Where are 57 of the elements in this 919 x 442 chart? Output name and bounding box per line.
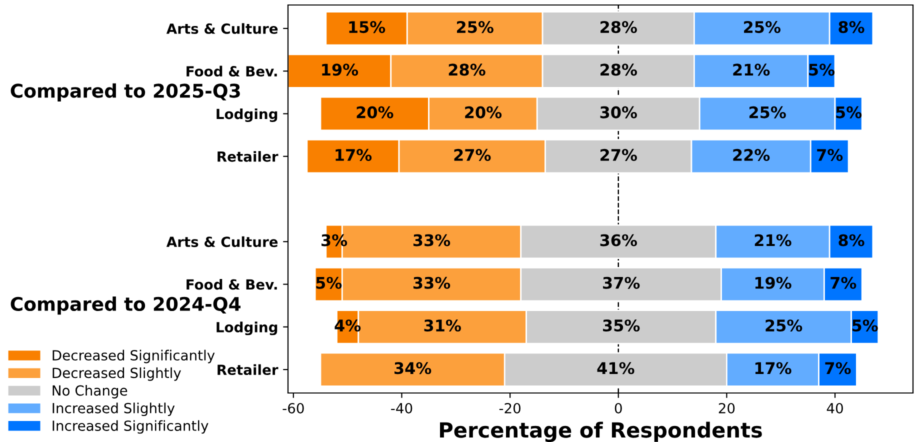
data-label: 8% [838, 21, 864, 34]
data-label: 19% [322, 64, 358, 76]
data-label: 20% [356, 106, 394, 118]
y-tick-label: Arts & Culture [166, 236, 278, 248]
y-tick-label: Retailer [218, 364, 278, 376]
data-label: 28% [448, 64, 486, 76]
data-label: 37% [603, 276, 640, 289]
x-tick-label: -20 [499, 402, 520, 414]
data-label: 28% [600, 64, 637, 76]
y-tick-label: Arts & Culture [166, 23, 278, 34]
data-label: 15% [349, 21, 386, 34]
data-label: 7% [825, 362, 851, 374]
data-label: 5% [836, 106, 862, 118]
data-label: 28% [600, 21, 637, 34]
y-tick-label: Food & Bev. [186, 279, 277, 290]
data-label: 25% [456, 21, 494, 34]
legend-label: Increased Slightly [52, 402, 175, 416]
x-tick-label: -60 [282, 402, 304, 414]
data-label: 41% [597, 362, 634, 374]
y-tick-label: Lodging [216, 108, 278, 122]
data-label: 7% [830, 276, 856, 289]
x-tick-label: 40 [826, 402, 843, 414]
x-axis-title: Percentage of Respondents [440, 422, 762, 442]
data-label: 30% [600, 106, 637, 118]
data-label: 20% [465, 106, 502, 118]
x-tick-label: 20 [718, 402, 735, 414]
data-label: 8% [838, 234, 864, 246]
data-label: 25% [744, 21, 780, 34]
text: Compared to 2024-Q4 [10, 296, 241, 315]
data-label: 27% [454, 148, 491, 161]
y-tick-label: Lodging [216, 322, 278, 336]
data-label: 25% [749, 106, 786, 118]
data-label: 35% [603, 319, 640, 332]
x-tick-label: -40 [391, 402, 412, 414]
x-tick-label: 0 [614, 402, 622, 414]
legend-label: Increased Significantly [52, 420, 208, 434]
data-label: 17% [755, 362, 792, 374]
data-label: 21% [754, 234, 792, 246]
data-label: 5% [809, 64, 835, 76]
data-label: 21% [733, 64, 770, 76]
legend-label: No Change [52, 385, 128, 398]
data-label: 17% [336, 148, 372, 161]
data-label: 33% [413, 276, 450, 289]
data-label: 27% [600, 148, 637, 161]
data-label: 7% [817, 148, 843, 161]
data-label: 33% [413, 234, 450, 246]
data-label: 31% [424, 319, 461, 332]
y-tick-label: Food & Bev. [186, 66, 277, 77]
data-label: 34% [394, 362, 432, 374]
legend-label: Decreased Slightly [52, 367, 181, 381]
y-tick-label: Retailer [218, 151, 278, 162]
text: Compared to 2025-Q3 [10, 83, 240, 102]
data-label: 19% [755, 276, 792, 289]
data-label: 36% [600, 234, 637, 246]
data-label: 22% [733, 148, 770, 161]
data-label: 25% [766, 319, 802, 332]
legend-label: Decreased Significantly [52, 350, 215, 364]
